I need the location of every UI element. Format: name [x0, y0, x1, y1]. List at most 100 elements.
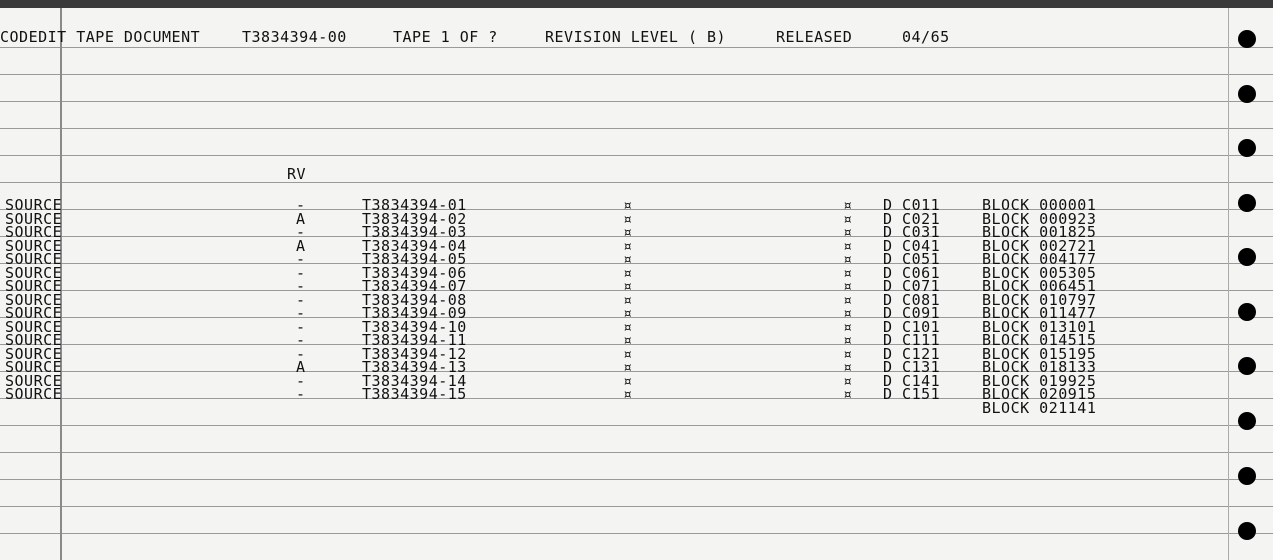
tape-id: T3834394-14	[362, 371, 467, 390]
row-label: SOURCE	[5, 304, 63, 322]
block-number: BLOCK 014515	[982, 331, 1097, 349]
tape-id: T3834394-03	[362, 223, 467, 241]
block-number: BLOCK 013101	[982, 317, 1097, 336]
rv-mark: -	[296, 385, 306, 403]
file-id: D C071	[883, 277, 941, 295]
marker: ¤	[843, 371, 853, 390]
row-label: SOURCE	[5, 317, 63, 336]
file-id: D C011	[883, 196, 941, 214]
file-id: D C061	[883, 263, 941, 282]
block-number: BLOCK 020915	[982, 385, 1097, 403]
marker: ¤	[843, 290, 853, 309]
fold-line	[60, 8, 62, 560]
marker: ¤	[623, 304, 633, 322]
marker: ¤	[623, 331, 633, 349]
rv-mark: -	[296, 263, 306, 282]
tape-id: T3834394-11	[362, 331, 467, 349]
tractor-hole	[1238, 357, 1256, 375]
marker: ¤	[623, 358, 633, 376]
tractor-hole	[1238, 248, 1256, 266]
tractor-hole	[1238, 522, 1256, 540]
tractor-hole	[1238, 303, 1256, 321]
tractor-hole	[1238, 194, 1256, 212]
tape-id: T3834394-12	[362, 344, 467, 363]
file-id: D C091	[883, 304, 941, 322]
header-tape-count: TAPE 1 OF ?	[393, 28, 498, 46]
block-number: BLOCK 015195	[982, 344, 1097, 363]
file-id: D C121	[883, 344, 941, 363]
file-id: D C131	[883, 358, 941, 376]
marker: ¤	[843, 223, 853, 241]
row-label: SOURCE	[5, 209, 63, 228]
marker: ¤	[623, 263, 633, 282]
rv-mark: -	[296, 196, 306, 214]
file-id: D C051	[883, 250, 941, 268]
paper-edge	[0, 0, 1273, 8]
tape-id: T3834394-13	[362, 358, 467, 376]
header-revision: REVISION LEVEL ( B)	[545, 28, 727, 46]
tape-id: T3834394-06	[362, 263, 467, 282]
row-label: SOURCE	[5, 196, 63, 214]
marker: ¤	[623, 344, 633, 363]
tape-id: T3834394-07	[362, 277, 467, 295]
tractor-hole	[1238, 85, 1256, 103]
rv-mark: -	[296, 304, 306, 322]
row-label: SOURCE	[5, 331, 63, 349]
file-id: D C031	[883, 223, 941, 241]
marker: ¤	[843, 358, 853, 376]
header-tape-id: T3834394-00	[242, 28, 347, 46]
rv-mark: -	[296, 290, 306, 309]
tractor-hole	[1238, 139, 1256, 157]
tape-id: T3834394-01	[362, 196, 467, 214]
marker: ¤	[623, 236, 633, 255]
marker: ¤	[843, 196, 853, 214]
marker: ¤	[623, 223, 633, 241]
marker: ¤	[843, 331, 853, 349]
tape-id: T3834394-05	[362, 250, 467, 268]
file-id: D C041	[883, 236, 941, 255]
header-title: CODEDIT TAPE DOCUMENT	[0, 28, 201, 46]
tape-id: T3834394-08	[362, 290, 467, 309]
row-label: SOURCE	[5, 263, 63, 282]
rv-mark: -	[296, 344, 306, 363]
marker: ¤	[843, 317, 853, 336]
tractor-hole	[1238, 412, 1256, 430]
block-number: BLOCK 002721	[982, 236, 1097, 255]
block-number: BLOCK 000923	[982, 209, 1097, 228]
tape-id: T3834394-15	[362, 385, 467, 403]
file-id: D C141	[883, 371, 941, 390]
row-label: SOURCE	[5, 236, 63, 255]
marker: ¤	[843, 344, 853, 363]
marker: ¤	[623, 371, 633, 390]
rv-mark: -	[296, 223, 306, 241]
block-number: BLOCK 018133	[982, 358, 1097, 376]
file-id: D C151	[883, 385, 941, 403]
rv-mark: A	[296, 358, 306, 376]
tape-id: T3834394-09	[362, 304, 467, 322]
block-number: BLOCK 021141	[982, 398, 1097, 417]
header-status: RELEASED	[776, 28, 853, 46]
row-label: SOURCE	[5, 223, 63, 241]
row-label: SOURCE	[5, 358, 63, 376]
row-label: SOURCE	[5, 277, 63, 295]
marker: ¤	[843, 209, 853, 228]
rv-mark: A	[296, 209, 306, 228]
file-id: D C101	[883, 317, 941, 336]
marker: ¤	[843, 385, 853, 403]
block-number: BLOCK 005305	[982, 263, 1097, 282]
file-id: D C081	[883, 290, 941, 309]
rv-mark: A	[296, 236, 306, 255]
marker: ¤	[843, 236, 853, 255]
marker: ¤	[623, 209, 633, 228]
rv-mark: -	[296, 317, 306, 336]
block-number: BLOCK 004177	[982, 250, 1097, 268]
row-label: SOURCE	[5, 385, 63, 403]
row-label: SOURCE	[5, 290, 63, 309]
tractor-hole	[1238, 30, 1256, 48]
rv-mark: -	[296, 371, 306, 390]
block-number: BLOCK 001825	[982, 223, 1097, 241]
file-id: D C111	[883, 331, 941, 349]
marker: ¤	[843, 250, 853, 268]
file-id: D C021	[883, 209, 941, 228]
